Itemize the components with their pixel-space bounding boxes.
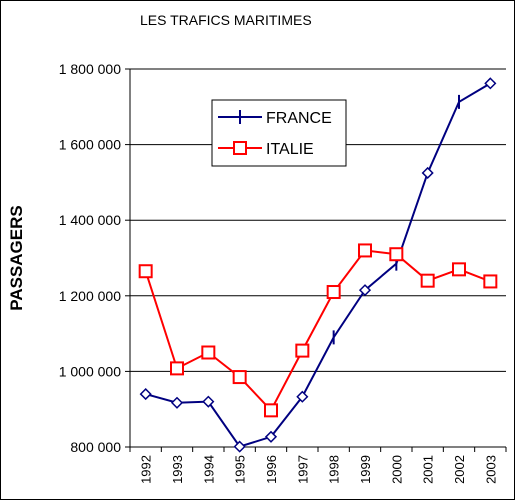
data-point-italie <box>483 274 498 289</box>
data-point-italie <box>264 403 278 418</box>
data-point-italie <box>138 264 153 279</box>
x-tick-label: 2000 <box>389 455 404 484</box>
legend: FRANCE ITALIE <box>211 99 347 167</box>
data-point-france <box>358 284 372 297</box>
chart-title: LES TRAFICS MARITIMES <box>140 12 312 28</box>
data-point-italie <box>452 262 466 277</box>
data-point-france <box>139 388 152 401</box>
y-tick-label: 1 400 000 <box>59 212 121 228</box>
data-point-france <box>484 77 497 90</box>
y-tick-label: 1 000 000 <box>59 363 121 379</box>
legend-label-italie: ITALIE <box>266 141 314 158</box>
y-tick-label: 1 200 000 <box>59 288 121 304</box>
data-point-italie <box>170 361 184 376</box>
x-tick-label: 1993 <box>170 455 185 484</box>
x-tick-label: 1996 <box>264 455 279 484</box>
x-tick-label: 1994 <box>201 455 216 484</box>
y-tick-label: 800 000 <box>70 439 121 455</box>
data-point-italie <box>232 370 247 385</box>
data-point-france <box>296 390 309 403</box>
legend-label-france: FRANCE <box>266 110 332 127</box>
axes: 800 000 1 000 000 1 200 000 1 400 000 1 600 … <box>59 61 507 484</box>
data-point-france <box>421 166 434 180</box>
series-line-italie <box>144 249 491 413</box>
legend-marker-italie <box>233 141 247 155</box>
y-axis-label: PASSAGERS <box>7 205 26 311</box>
x-tick-label: 1998 <box>327 455 342 484</box>
series-group <box>138 77 498 453</box>
data-point-italie <box>389 247 404 262</box>
x-tick-label: 2001 <box>421 455 436 484</box>
x-tick-label: 1992 <box>139 455 154 484</box>
data-point-italie <box>201 345 216 360</box>
data-point-italie <box>420 273 435 288</box>
data-point-france <box>264 430 278 443</box>
x-tick-label: 1997 <box>295 455 310 484</box>
data-point-france <box>233 440 246 453</box>
x-tick-label: 1999 <box>358 455 373 484</box>
y-tick-label: 1 600 000 <box>59 137 121 153</box>
data-point-italie <box>358 243 372 258</box>
data-point-france <box>202 395 215 408</box>
x-tick-label: 2002 <box>452 455 467 484</box>
y-tick-label: 1 800 000 <box>59 61 121 77</box>
data-point-france <box>170 396 184 409</box>
data-point-italie <box>326 285 341 300</box>
x-tick-label: 1995 <box>233 455 248 484</box>
data-point-italie <box>295 343 310 358</box>
x-tick-label: 2003 <box>483 455 498 484</box>
